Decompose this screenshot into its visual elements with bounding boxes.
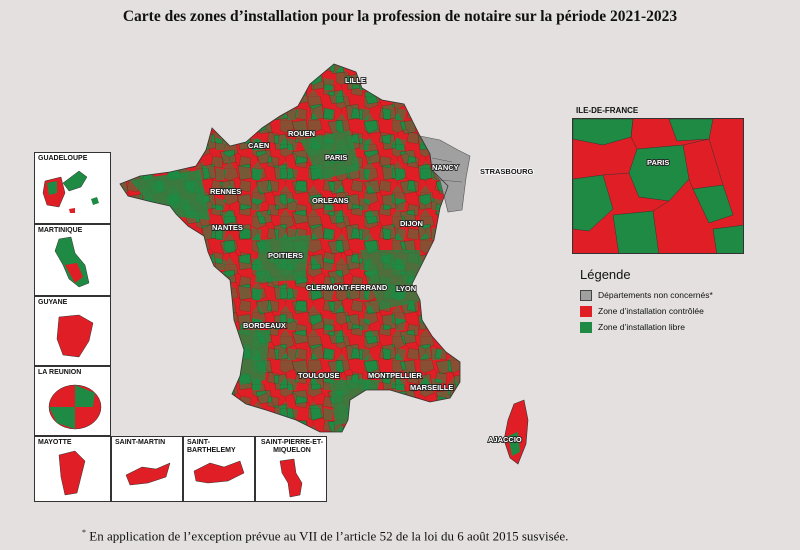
inset-guyane: GUYANE xyxy=(34,296,111,366)
idf-title: ILE-DE-FRANCE xyxy=(576,106,639,115)
footnote-text: En application de l’exception prévue au … xyxy=(86,528,569,544)
city-label-montpellier: MONTPELLIER xyxy=(368,371,422,380)
city-label-poitiers: POITIERS xyxy=(268,251,303,260)
inset-la-reunion: LA REUNION xyxy=(34,366,111,436)
inset-saint-barthelemy: SAINT-BARTHELEMY xyxy=(183,436,255,502)
legend-title: Légende xyxy=(580,267,631,282)
map-title: Carte des zones d’installation pour la p… xyxy=(122,8,678,25)
city-label-nantes: NANTES xyxy=(212,223,243,232)
inset-label-guadeloupe: GUADELOUPE xyxy=(38,155,88,162)
city-label-marseille: MARSEILLE xyxy=(410,383,453,392)
legend-swatch-red xyxy=(580,305,592,317)
inset-label-la-reunion: LA REUNION xyxy=(38,369,82,376)
city-label-bordeaux: BORDEAUX xyxy=(243,321,286,330)
legend-label-not-concerned: Départements non concernés* xyxy=(598,290,713,300)
legend-swatch-green xyxy=(580,321,592,333)
inset-label-spm-line2: MIQUELON xyxy=(273,447,311,454)
inset-label-saint-martin: SAINT-MARTIN xyxy=(115,439,166,446)
inset-label-guyane: GUYANE xyxy=(38,299,68,306)
city-label-orleans: ORLEANS xyxy=(312,196,349,205)
city-label-paris: PARIS xyxy=(325,153,347,162)
legend-label-free: Zone d’installation libre xyxy=(598,322,685,332)
city-label-toulouse: TOULOUSE xyxy=(298,371,340,380)
footnote: * En application de l’exception prévue a… xyxy=(82,528,568,544)
city-label-rennes: RENNES xyxy=(210,187,241,196)
city-label-rouen: ROUEN xyxy=(288,129,315,138)
city-label-ajaccio: AJACCIO xyxy=(488,435,522,444)
legend-item-not-concerned: Départements non concernés* xyxy=(580,289,713,301)
inset-mayotte: MAYOTTE xyxy=(34,436,111,502)
legend-label-controlled: Zone d’installation contrôlée xyxy=(598,306,704,316)
city-label-clermont-ferrand: CLERMONT-FERRAND xyxy=(306,283,388,292)
inset-saint-martin: SAINT-MARTIN xyxy=(111,436,183,502)
legend-swatch-grey xyxy=(580,289,592,301)
inset-guadeloupe: GUADELOUPE xyxy=(34,152,111,224)
inset-martinique: MARTINIQUE xyxy=(34,224,111,296)
idf-inset: PARIS xyxy=(572,118,744,254)
inset-label-mayotte: MAYOTTE xyxy=(38,439,72,446)
city-label-nancy: NANCY xyxy=(432,163,459,172)
inset-label-spm-line1: SAINT-PIERRE-ET- xyxy=(260,439,324,446)
city-label-caen: CAEN xyxy=(248,141,269,150)
footnote-mark: * xyxy=(82,528,86,537)
city-label-lyon: LYON xyxy=(396,284,416,293)
corsica xyxy=(503,399,529,465)
inset-label-saint-barthelemy: SAINT-BARTHELEMY xyxy=(187,439,236,454)
legend-item-controlled: Zone d’installation contrôlée xyxy=(580,305,704,317)
city-label-dijon: DIJON xyxy=(400,219,423,228)
inset-label-martinique: MARTINIQUE xyxy=(38,227,83,234)
city-label-strasbourg: STRASBOURG xyxy=(480,167,534,176)
legend-item-free: Zone d’installation libre xyxy=(580,321,685,333)
inset-saint-pierre-et-miquelon: SAINT-PIERRE-ET- MIQUELON xyxy=(255,436,327,502)
city-label-lille: LILLE xyxy=(345,76,366,85)
idf-city-label-paris: PARIS xyxy=(647,158,669,167)
